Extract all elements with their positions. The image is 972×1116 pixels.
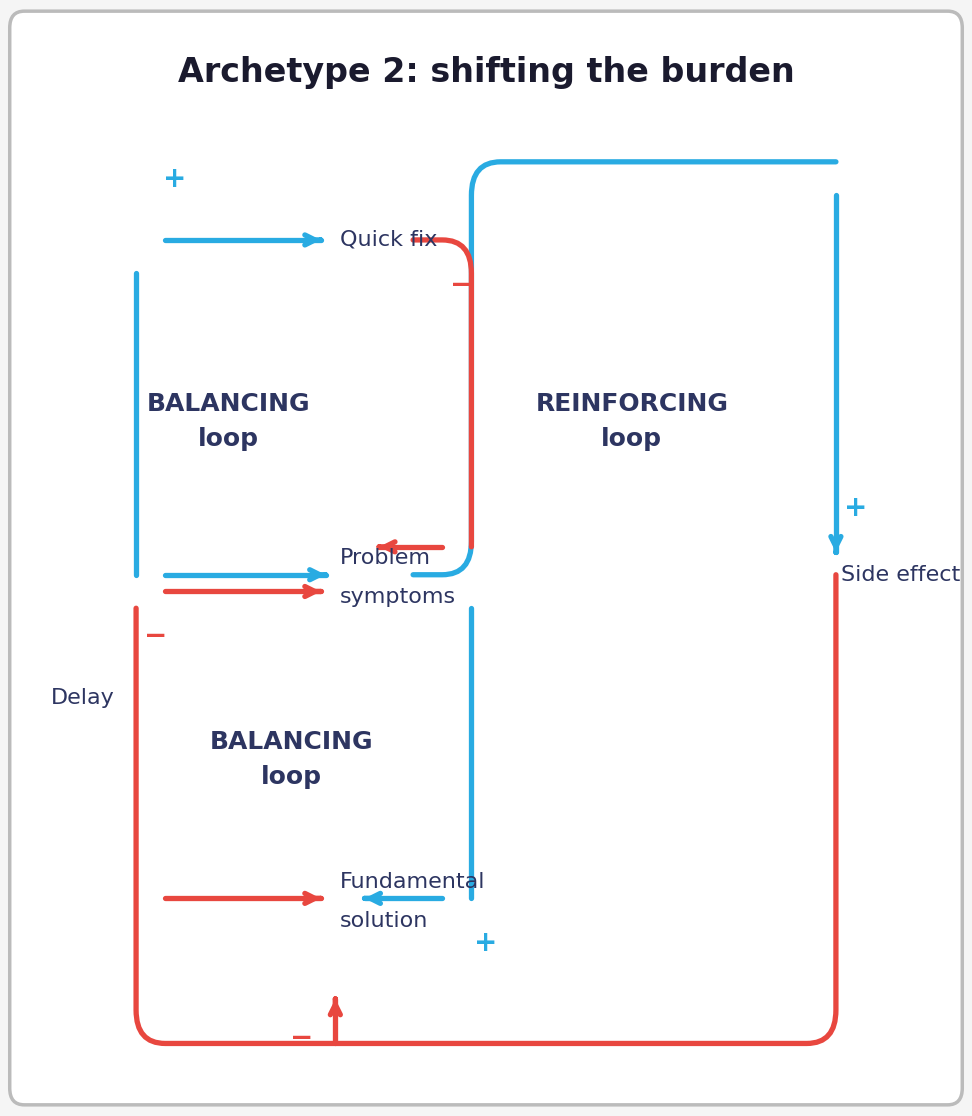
Text: loop: loop — [198, 426, 259, 451]
Text: +: + — [163, 164, 187, 193]
Text: REINFORCING: REINFORCING — [536, 392, 728, 416]
Text: Fundamental: Fundamental — [340, 872, 486, 892]
Text: Problem: Problem — [340, 548, 432, 568]
Text: Delay: Delay — [51, 687, 115, 708]
Text: BALANCING: BALANCING — [147, 392, 310, 416]
Text: loop: loop — [602, 426, 662, 451]
Text: −: − — [290, 1023, 313, 1052]
Text: −: − — [144, 622, 167, 651]
FancyBboxPatch shape — [10, 11, 962, 1105]
Text: symptoms: symptoms — [340, 587, 456, 607]
Text: Archetype 2: shifting the burden: Archetype 2: shifting the burden — [178, 56, 794, 89]
Text: −: − — [450, 270, 473, 299]
Text: solution: solution — [340, 911, 429, 931]
Text: +: + — [474, 929, 498, 958]
Text: Quick fix: Quick fix — [340, 230, 437, 250]
Text: BALANCING: BALANCING — [210, 730, 373, 754]
Text: loop: loop — [261, 764, 322, 789]
Text: +: + — [844, 493, 867, 522]
Text: Side effect: Side effect — [841, 565, 960, 585]
